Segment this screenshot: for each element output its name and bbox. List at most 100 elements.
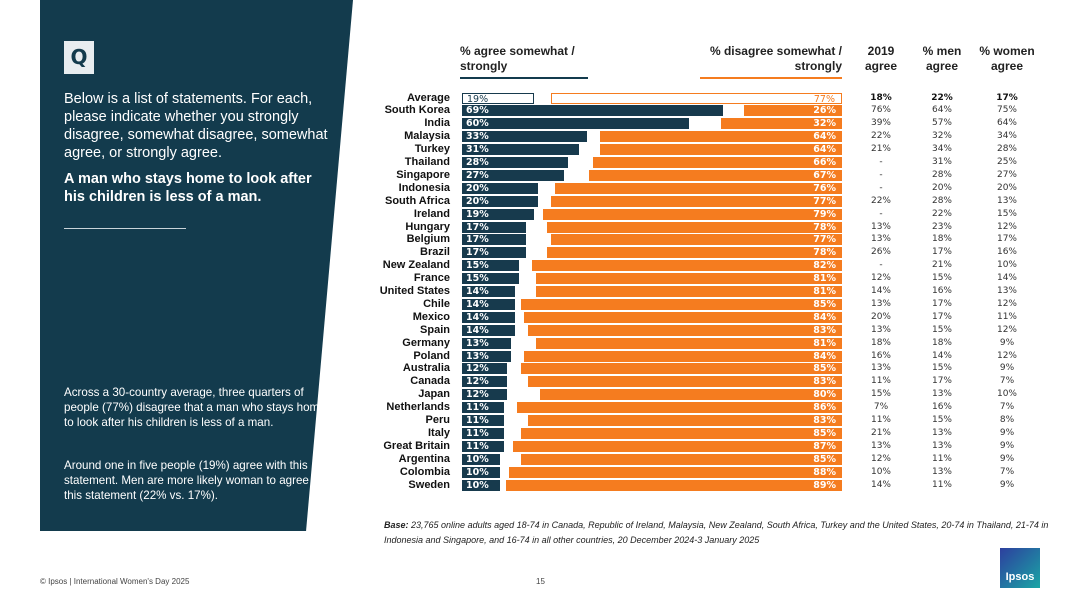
cell-women: 8% [999,415,1015,425]
agree-bar: 12% [462,363,508,375]
country-label: Chile [423,297,450,310]
disagree-bar: 32% [721,118,842,130]
statement-text: A man who stays home to look after his c… [64,171,312,205]
cell-men: 18% [931,234,952,245]
disagree-bar: 80% [539,389,842,401]
country-label: Netherlands [386,401,450,414]
country-row: Indonesia 20% 76% - 20% 20% [0,182,1080,195]
cell-women: 13% [996,195,1017,206]
cell-2019: 12% [870,453,891,464]
cell-men: 28% [931,195,952,206]
cell-men: 64% [931,105,952,116]
cell-2019: 26% [870,247,891,258]
cell-2019: 22% [870,195,891,206]
cell-women: 25% [996,157,1017,167]
logo-text: Ipsos [1005,571,1035,583]
country-row: Turkey 31% 64% 21% 34% 28% [0,143,1080,156]
country-row: Peru 11% 83% 11% 15% 8% [0,414,1080,427]
country-row: India 60% 32% 39% 57% 64% [0,117,1080,130]
disagree-bar: 89% [505,479,842,491]
cell-women: 9% [999,337,1015,348]
agree-bar: 60% [462,118,689,130]
disagree-bar: 84% [524,350,842,362]
country-label: Mexico [412,310,450,323]
base-label: Base: [384,520,409,530]
disagree-bar: 85% [520,298,842,310]
cell-women: 14% [996,273,1017,284]
cell-2019: 20% [870,311,891,322]
cell-men: 22% [931,208,952,219]
country-row: South Africa 20% 77% 22% 28% 13% [0,194,1080,208]
country-label: Japan [418,388,450,401]
summary-text-2: Around one in five people (19%) agree wi… [64,459,333,502]
cell-women: 27% [996,169,1017,180]
agree-bar: 14% [462,311,515,323]
agree-bar: 13% [462,350,512,362]
cell-2019: 15% [870,389,891,400]
cell-men: 18% [931,337,952,348]
cell-men: 13% [931,427,952,438]
country-label: Germany [402,336,450,349]
disagree-bar: 66% [592,157,842,168]
cell-women: 75% [996,105,1017,116]
disagree-bar: 26% [743,105,842,117]
cell-men: 11% [931,479,952,490]
cell-women: 7% [999,466,1015,477]
ipsos-logo: Ipsos [1000,548,1040,588]
agree-bar: 12% [462,376,508,388]
disagree-bar: 78% [547,221,842,233]
cell-women: 11% [996,311,1017,322]
cell-women: 16% [996,247,1017,258]
disagree-bar: 83% [528,324,842,336]
cell-2019: 11% [870,376,891,387]
cell-women: 9% [999,453,1015,464]
country-row: Mexico 14% 84% 20% 17% 11% [0,310,1080,324]
country-label: Singapore [396,168,450,181]
disagree-bar: 64% [600,131,842,143]
cell-men: 15% [931,324,952,335]
cell-women: 34% [996,131,1017,142]
cell-women: 20% [996,182,1017,193]
agree-bar: 11% [462,402,504,414]
country-label: France [413,272,450,285]
country-label: Spain [420,323,450,336]
agree-bar: 20% [462,195,538,207]
cell-women: 9% [999,479,1015,490]
cell-2019: 16% [870,350,891,361]
cell-2019: 21% [870,427,891,438]
disagree-bar: 64% [600,144,842,156]
disagree-bar: 88% [509,466,842,478]
cell-2019: 39% [870,118,891,129]
country-label: Hungary [405,220,450,233]
country-label: South Korea [384,104,450,117]
cell-women: 17% [996,234,1017,245]
summary-text-1: Across a 30-country average, three quart… [64,386,326,429]
cell-women: 17% [996,92,1018,103]
agree-bar: 19% [462,92,534,105]
disagree-bar: 77% [550,92,842,105]
base-note: Base: 23,765 online adults aged 18-74 in… [384,518,1064,548]
agree-bar: 28% [462,157,568,168]
country-row: Chile 14% 85% 13% 17% 12% [0,297,1080,311]
cell-men: 32% [931,131,952,142]
cell-women: 64% [996,118,1017,129]
cell-men: 17% [931,247,952,258]
agree-bar: 17% [462,247,527,259]
country-label: Thailand [404,156,450,168]
cell-2019: 22% [870,131,891,142]
disagree-bar: 81% [535,286,842,297]
cell-women: 12% [996,350,1017,361]
cell-2019: - [879,182,883,193]
cell-men: 17% [931,298,952,309]
cell-women: 12% [996,324,1017,335]
disagree-bar: 77% [550,195,842,207]
country-label: Italy [427,426,450,439]
cell-women: 9% [999,363,1015,374]
country-label: South Africa [385,194,450,207]
disagree-bar: 85% [520,427,842,439]
agree-bar: 11% [462,415,504,426]
country-label: Great Britain [383,439,450,452]
country-row: Brazil 17% 78% 26% 17% 16% [0,246,1080,259]
question-panel [40,0,353,531]
cell-women: 7% [999,376,1015,387]
